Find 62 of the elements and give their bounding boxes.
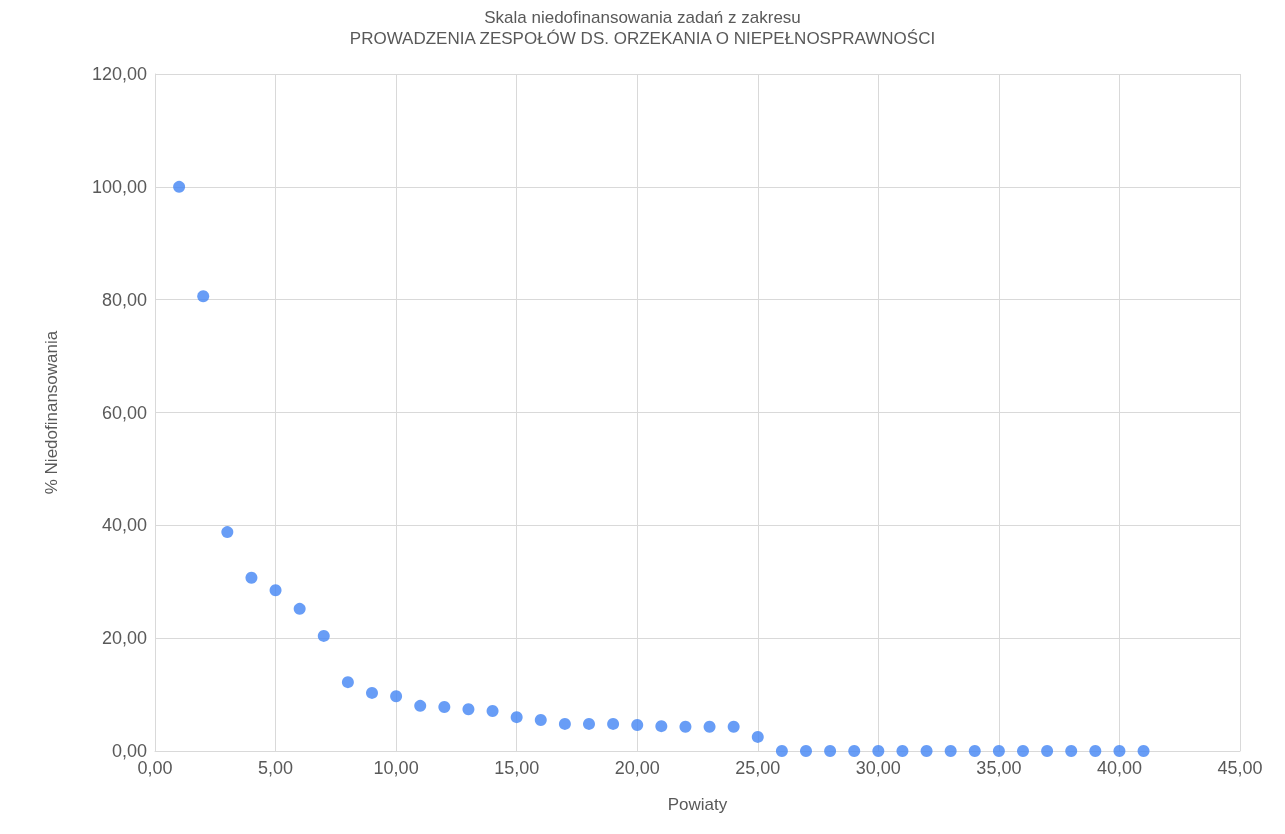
point xyxy=(1113,745,1126,757)
point xyxy=(896,745,909,757)
point xyxy=(510,711,523,724)
point xyxy=(992,745,1005,757)
point xyxy=(269,584,282,597)
x-axis-title: Powiaty xyxy=(667,795,728,814)
x-tick-label: 35,00 xyxy=(976,758,1022,778)
x-tick-label: 25,00 xyxy=(735,758,781,778)
point xyxy=(173,180,186,193)
point xyxy=(1041,745,1054,757)
point xyxy=(558,717,571,730)
point xyxy=(221,526,234,539)
point xyxy=(486,704,499,717)
y-axis-title: % Niedofinansowania xyxy=(42,330,61,495)
point xyxy=(438,701,451,713)
x-tick-label: 10,00 xyxy=(373,758,419,778)
x-tick-label: 30,00 xyxy=(855,758,901,778)
point xyxy=(655,720,668,733)
point xyxy=(366,686,378,699)
chart-subtitle: PROWADZENIA ZESPOŁÓW DS. ORZEKANIA O NIEPEŁNOSPRAWNOŚCI xyxy=(349,29,936,48)
y-tick-label: 120,00 xyxy=(91,64,147,84)
point xyxy=(1017,745,1029,757)
y-tick-label: 60,00 xyxy=(101,402,147,423)
point xyxy=(872,745,885,757)
point xyxy=(1137,745,1150,757)
point xyxy=(197,290,210,303)
x-tick-label: 20,00 xyxy=(614,758,660,778)
x-tick-label: 5,00 xyxy=(258,758,294,778)
point xyxy=(631,719,644,732)
x-tick-label: 40,00 xyxy=(1096,758,1142,778)
point xyxy=(293,602,306,615)
point xyxy=(944,745,957,757)
point xyxy=(968,745,981,757)
point xyxy=(317,629,330,642)
point xyxy=(414,699,427,712)
point xyxy=(462,703,475,716)
point xyxy=(727,720,740,733)
point xyxy=(751,730,764,743)
point xyxy=(775,745,788,757)
y-tick-label: 0,00 xyxy=(111,741,147,761)
point xyxy=(848,745,861,757)
point xyxy=(920,745,933,757)
y-tick-label: 20,00 xyxy=(101,628,147,649)
chart-title: Skala niedofinansowania zadań z zakresu xyxy=(484,8,801,27)
point xyxy=(245,571,258,584)
y-tick-label: 100,00 xyxy=(91,176,147,197)
point xyxy=(583,717,595,730)
x-tick-label: 15,00 xyxy=(494,758,540,778)
point xyxy=(703,720,716,733)
point xyxy=(1065,745,1078,757)
point xyxy=(534,713,547,726)
point xyxy=(607,717,620,730)
x-tick-label: 0,00 xyxy=(137,758,173,778)
point xyxy=(824,745,837,757)
point xyxy=(1089,745,1102,757)
x-tick-label: 45,00 xyxy=(1217,758,1263,778)
point xyxy=(390,690,403,703)
point xyxy=(679,720,692,733)
y-tick-label: 40,00 xyxy=(101,515,147,536)
point xyxy=(341,676,354,689)
y-tick-label: 80,00 xyxy=(101,289,147,310)
point xyxy=(800,745,812,757)
